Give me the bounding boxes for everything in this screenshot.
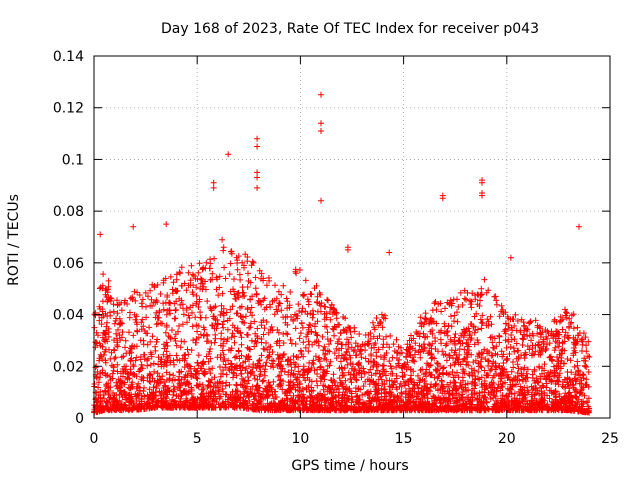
grid bbox=[94, 56, 610, 418]
x-tick-label: 5 bbox=[193, 431, 202, 447]
x-tick-label: 25 bbox=[601, 431, 619, 447]
y-tick-label: 0 bbox=[75, 411, 84, 427]
chart-title: Day 168 of 2023, Rate Of TEC Index for r… bbox=[161, 21, 539, 37]
y-tick-label: 0.12 bbox=[53, 101, 84, 117]
y-tick-label: 0.06 bbox=[53, 256, 84, 272]
x-tick-label: 10 bbox=[291, 431, 309, 447]
y-tick-label: 0.14 bbox=[53, 49, 84, 65]
y-axis-label: ROTI / TECUs bbox=[6, 194, 22, 286]
x-axis-label: GPS time / hours bbox=[291, 458, 408, 474]
y-tick-label: 0.08 bbox=[53, 204, 84, 220]
roti-point-markers bbox=[91, 91, 593, 416]
y-tick-label: 0.04 bbox=[53, 308, 84, 324]
data-points bbox=[91, 91, 593, 416]
x-tick-label: 0 bbox=[90, 431, 99, 447]
y-tick-label: 0.1 bbox=[62, 152, 84, 168]
y-tick-label: 0.02 bbox=[53, 359, 84, 375]
x-tick-label: 15 bbox=[395, 431, 413, 447]
plot-frame bbox=[93, 55, 611, 419]
axis-ticks: 0 0.02 0.04 0.06 0.08 0.1 0.12 0.14 0 5 10 15 20 25 bbox=[53, 49, 619, 447]
x-tick-label: 20 bbox=[498, 431, 516, 447]
